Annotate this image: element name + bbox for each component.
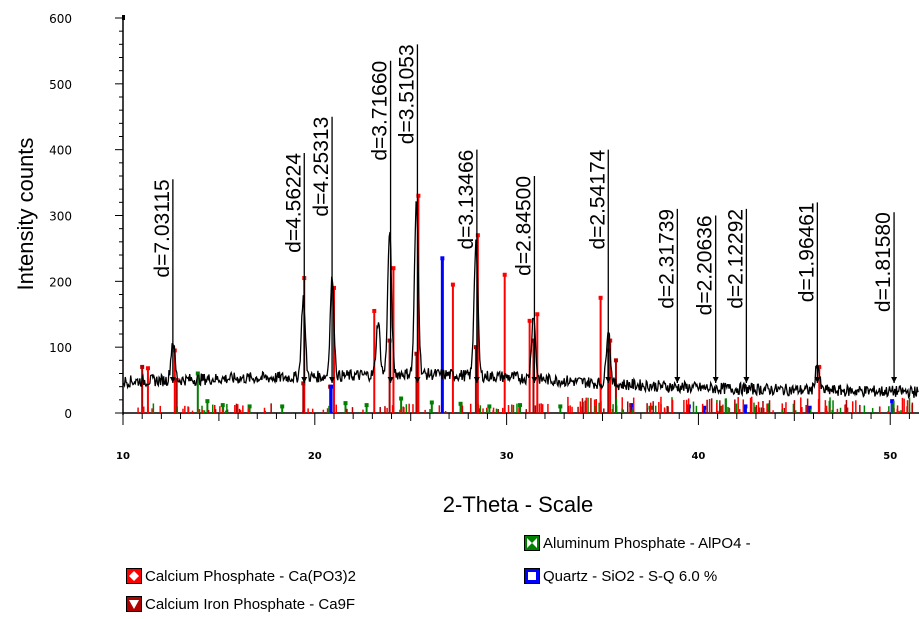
reference-marker-aluminum-phosphate	[280, 404, 285, 409]
reference-marker-calcium-iron-phosphate	[531, 338, 536, 343]
reference-marker-calcium-iron-phosphate	[174, 378, 179, 383]
y-axis-title: Intensity counts	[13, 138, 38, 291]
y-tick-label: 600	[49, 12, 72, 26]
reference-marker-aluminum-phosphate	[458, 401, 463, 406]
legend-label-quartz: Quartz - SiO2 - S-Q 6.0 %	[543, 567, 718, 585]
x-tick-label: 30	[500, 451, 514, 462]
reference-marker-aluminum-phosphate	[487, 404, 492, 409]
d-spacing-label: d=3.51053	[395, 44, 418, 144]
reference-marker-aluminum-phosphate	[364, 403, 369, 408]
reference-marker-calcium-iron-phosphate	[414, 351, 419, 356]
legend-item-aluminum-phosphate: Aluminum Phosphate - AlPO4 -	[524, 533, 751, 553]
d-spacing-tick-icon	[329, 377, 336, 383]
plot-area: 0 100 200 300 400 500 600 10 20 30 40 50 d=7.03115 d=…	[49, 12, 919, 462]
reference-marker-calcium-phosphate	[450, 282, 455, 287]
reference-marker-aluminum-phosphate	[220, 403, 225, 408]
reference-marker-aluminum-phosphate	[195, 371, 200, 376]
d-spacing-tick-icon	[605, 377, 612, 383]
d-spacing-tick-icon	[814, 377, 821, 383]
legend-label-aluminum-phosphate: Aluminum Phosphate - AlPO4 -	[543, 534, 751, 552]
d-spacing-tick-icon	[712, 377, 719, 383]
reference-marker-aluminum-phosphate	[429, 400, 434, 405]
d-spacing-label: d=4.25313	[310, 117, 333, 217]
aluminum-phosphate-swatch-icon	[524, 535, 540, 551]
reference-marker-aluminum-phosphate	[399, 396, 404, 401]
reference-marker-aluminum-phosphate	[343, 401, 348, 406]
d-spacing-tick-icon	[473, 377, 480, 383]
reference-marker-aluminum-phosphate	[205, 399, 210, 404]
d-spacing-tick-icon	[674, 377, 681, 383]
reference-marker-aluminum-phosphate	[558, 404, 563, 409]
y-tick-label: 300	[49, 210, 72, 224]
reference-marker-calcium-phosphate	[145, 366, 150, 371]
legend-label-calcium-iron-phosphate: Calcium Iron Phosphate - Ca9F	[145, 595, 356, 613]
measured-pattern-line	[122, 201, 919, 399]
reference-marker-calcium-phosphate	[475, 233, 480, 238]
d-spacing-tick-icon	[743, 377, 750, 383]
reference-marker-calcium-phosphate	[535, 312, 540, 317]
d-spacing-label: d=2.84500	[512, 176, 535, 276]
y-tick-label: 0	[64, 407, 72, 421]
x-tick-label: 50	[883, 451, 897, 462]
d-spacing-label: d=2.20636	[694, 216, 717, 316]
reference-marker-calcium-iron-phosphate	[140, 364, 145, 369]
reference-marker-calcium-phosphate	[817, 364, 822, 369]
y-tick-label: 200	[49, 275, 72, 289]
reference-marker-aluminum-phosphate	[518, 403, 523, 408]
reference-marker-aluminum-phosphate	[719, 405, 724, 410]
y-tick-label: 400	[49, 144, 72, 158]
reference-marker-calcium-phosphate	[416, 193, 421, 198]
reference-marker-calcium-phosphate	[598, 295, 603, 300]
reference-marker-quartz	[807, 405, 812, 410]
d-spacing-label: d=1.96461	[795, 202, 818, 302]
legend-item-calcium-phosphate: Calcium Phosphate - Ca(PO3)2	[126, 566, 356, 586]
d-spacing-label: d=4.56224	[282, 153, 305, 253]
reference-marker-calcium-iron-phosphate	[301, 381, 306, 386]
y-tick-label: 500	[49, 78, 72, 92]
d-spacing-label: d=3.71660	[369, 61, 392, 161]
reference-marker-quartz	[629, 403, 634, 408]
d-spacing-tick-icon	[387, 377, 394, 383]
reference-marker-quartz	[329, 384, 334, 389]
x-tick-label: 10	[116, 451, 130, 462]
x-tick-label: 40	[691, 451, 705, 462]
d-spacing-tick-icon	[301, 377, 308, 383]
legend-item-quartz: Quartz - SiO2 - S-Q 6.0 %	[524, 566, 717, 586]
d-spacing-label: d=2.12292	[724, 209, 747, 309]
reference-marker-aluminum-phosphate	[247, 404, 252, 409]
reference-marker-calcium-phosphate	[331, 285, 336, 290]
d-spacing-label: d=1.81580	[872, 212, 895, 312]
x-axis-title: 2-Theta - Scale	[443, 492, 593, 517]
d-spacing-label: d=3.13466	[455, 150, 478, 250]
quartz-swatch-icon	[524, 568, 540, 584]
reference-marker-calcium-phosphate	[527, 318, 532, 323]
y-axis-top-marker	[122, 15, 125, 20]
d-spacing-label: d=2.31739	[655, 209, 678, 309]
d-spacing-tick-icon	[891, 377, 898, 383]
reference-marker-calcium-phosphate	[391, 266, 396, 271]
legend-label-calcium-phosphate: Calcium Phosphate - Ca(PO3)2	[145, 567, 356, 585]
reference-marker-calcium-iron-phosphate	[387, 338, 392, 343]
reference-marker-calcium-iron-phosphate	[473, 345, 478, 350]
reference-marker-calcium-phosphate	[502, 272, 507, 277]
d-spacing-tick-icon	[531, 377, 538, 383]
reference-marker-calcium-iron-phosphate	[613, 358, 618, 363]
calcium-iron-phosphate-swatch-icon	[126, 596, 142, 612]
reference-marker-quartz	[702, 405, 707, 410]
reference-marker-quartz	[890, 399, 895, 404]
x-tick-label: 20	[308, 451, 322, 462]
d-spacing-label: d=7.03115	[151, 179, 174, 277]
legend-item-calcium-iron-phosphate: Calcium Iron Phosphate - Ca9F	[126, 594, 355, 614]
calcium-phosphate-swatch-icon	[126, 568, 142, 584]
reference-marker-calcium-phosphate	[372, 308, 377, 313]
d-spacing-label: d=2.54174	[586, 149, 609, 249]
d-spacing-tick-icon	[414, 377, 421, 383]
y-tick-label: 100	[49, 341, 72, 355]
d-spacing-tick-icon	[169, 377, 176, 383]
reference-marker-quartz	[743, 404, 748, 409]
reference-marker-quartz	[440, 256, 445, 261]
